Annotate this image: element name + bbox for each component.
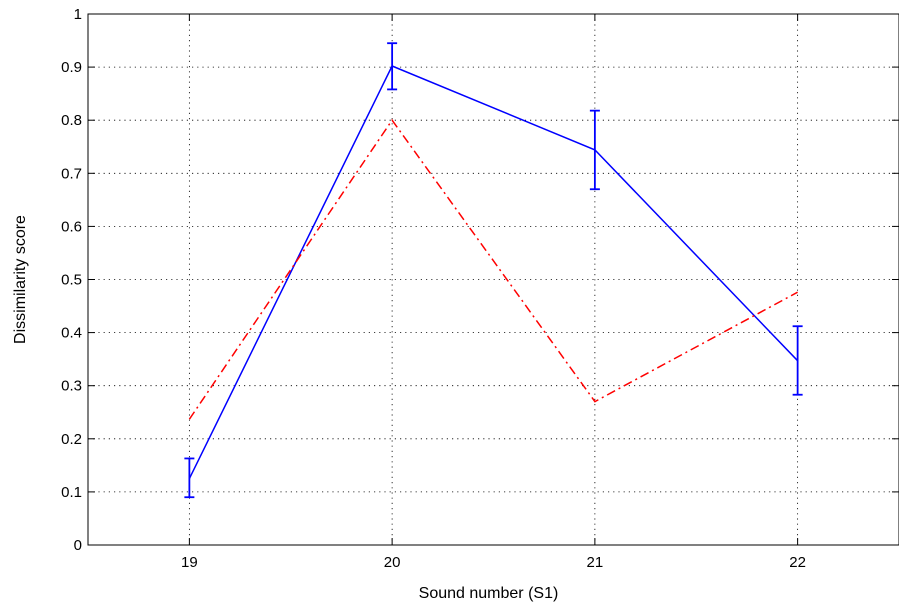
y-tick-label: 0.1	[61, 484, 82, 501]
tick-labels: 19 20 21 22 0 0.1 0.2 0.3 0.4 0.5 0.6 0.7 0.8 0.9 1	[61, 6, 806, 571]
x-axis-title: Sound number (S1)	[419, 585, 559, 602]
axes	[87, 13, 899, 546]
y-tick-label: 0.4	[61, 325, 82, 342]
plot-frame	[87, 13, 899, 546]
x-tick-label: 21	[587, 554, 604, 571]
series-1-line	[188, 65, 799, 479]
y-tick-label: 0.6	[61, 218, 82, 235]
error-bar	[589, 109, 600, 191]
x-tick-label: 22	[789, 554, 806, 571]
y-axis-title: Dissimilarity score	[12, 215, 29, 344]
x-tick-label: 20	[384, 554, 401, 571]
y-tick-label: 0.2	[61, 431, 82, 448]
error-bar	[184, 457, 195, 499]
y-tick-label: 0.9	[61, 59, 82, 76]
y-tick-label: 0	[74, 537, 82, 554]
series-layer	[184, 42, 803, 499]
y-tick-label: 0.8	[61, 112, 82, 129]
y-tick-label: 0.5	[61, 272, 82, 289]
series-2-line	[188, 118, 798, 420]
x-tick-label: 19	[181, 554, 198, 571]
y-tick-label: 0.7	[61, 165, 82, 182]
grid-lines	[88, 14, 899, 545]
error-bar	[792, 325, 803, 396]
y-tick-label: 1	[74, 6, 82, 23]
y-tick-label: 0.3	[61, 378, 82, 395]
error-bar	[387, 42, 398, 91]
